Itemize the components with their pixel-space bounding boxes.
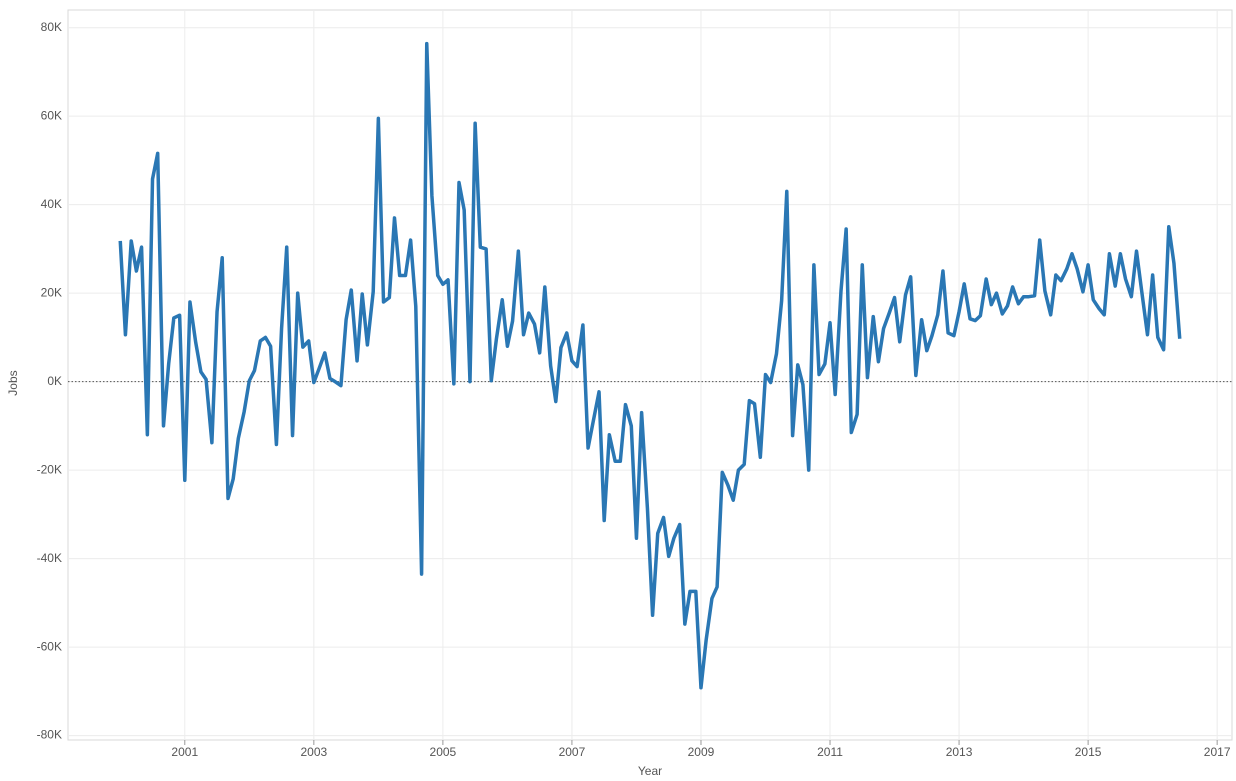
y-axis-label: Jobs: [6, 370, 20, 395]
x-tick-label: 2011: [817, 745, 843, 759]
y-tick-label: 0K: [47, 374, 62, 388]
x-tick-label: 2005: [430, 745, 457, 759]
x-tick-label: 2001: [171, 745, 198, 759]
plot-frame: [67, 9, 1233, 741]
y-tick-label: -80K: [37, 728, 62, 742]
y-tick-label: 40K: [41, 197, 62, 211]
data-line: [118, 41, 1182, 690]
y-tick-label: 20K: [41, 285, 62, 299]
x-tick-label: 2009: [688, 745, 715, 759]
y-tick-label: -20K: [37, 462, 62, 476]
y-tick-label: -60K: [37, 639, 62, 653]
x-axis-label: Year: [638, 764, 662, 776]
x-tick-label: 2007: [559, 745, 586, 759]
x-tick-label: 2017: [1204, 745, 1231, 759]
x-tick-label: 2003: [300, 745, 327, 759]
y-tick-label: -40K: [37, 551, 62, 565]
x-tick-label: 2013: [946, 745, 973, 759]
y-tick-label: 60K: [41, 108, 62, 122]
y-tick-label: 80K: [41, 20, 62, 34]
x-tick-label: 2015: [1075, 745, 1102, 759]
